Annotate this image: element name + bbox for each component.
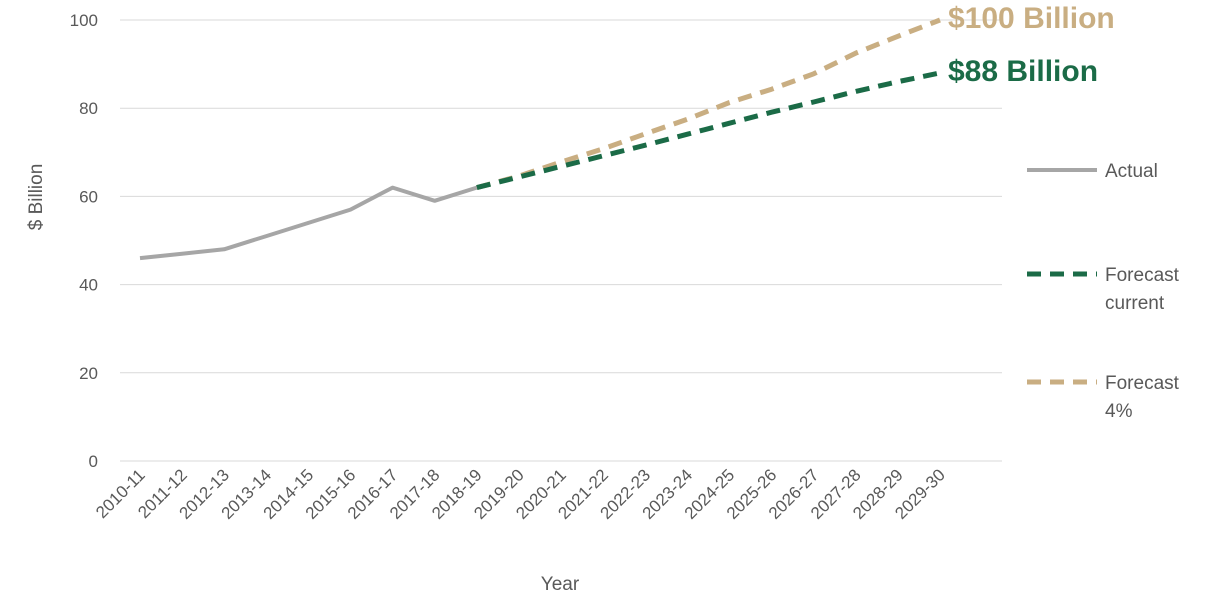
series-line-forecast-current	[476, 70, 941, 191]
y-tick-100: 100	[70, 11, 98, 30]
gridlines	[120, 19, 1002, 462]
y-tick-80: 80	[79, 99, 98, 118]
x-axis-title: Year	[541, 574, 580, 595]
annotations: $100 Billion $88 Billion	[948, 2, 1115, 88]
x-tick-labels: 2010-112011-122012-132013-142014-152015-…	[92, 465, 949, 523]
series-line-forecast-4-	[476, 17, 941, 191]
y-tick-60: 60	[79, 187, 98, 206]
legend-label-2-2: current	[1105, 293, 1165, 314]
legend-label-1-1: Actual	[1105, 161, 1158, 182]
y-tick-40: 40	[79, 276, 98, 295]
legend-label-3-2: 4%	[1105, 401, 1133, 422]
series-lines	[139, 17, 941, 261]
y-axis-title: $ Billion	[26, 164, 47, 231]
y-tick-20: 20	[79, 364, 98, 383]
legend-label-3-1: Forecast	[1105, 373, 1180, 394]
annotation-2: $88 Billion	[948, 55, 1098, 88]
y-tick-labels: 0 20 40 60 80 100	[70, 11, 98, 471]
series-line-actual	[139, 185, 478, 261]
annotation-1: $100 Billion	[948, 2, 1115, 35]
y-tick-0: 0	[89, 452, 98, 471]
legend: Actual Forecast current Forecast 4%	[1027, 161, 1180, 422]
legend-label-2-1: Forecast	[1105, 265, 1180, 286]
